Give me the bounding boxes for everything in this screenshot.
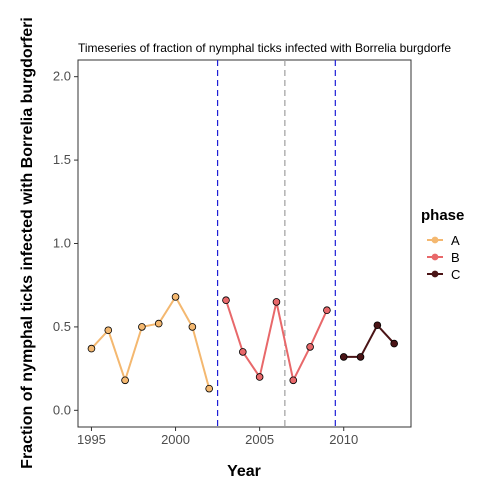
y-axis-ticks: 0.0 0.5 1.0 1.5 2.0 [53,69,78,417]
data-point-C [373,321,382,330]
data-point-A [138,323,146,331]
legend-label-C: C [451,267,460,282]
data-point-A [104,326,113,335]
data-point-B [323,306,331,315]
x-tick-label: 2005 [245,432,274,447]
legend-title: phase [421,207,464,224]
legend: phase ABC [421,207,464,282]
data-point-B [255,373,264,381]
x-axis-ticks: 1995 2000 2005 2010 [77,427,358,447]
y-tick-label: 1.5 [53,152,71,167]
data-point-A [87,344,96,353]
legend-label-B: B [451,250,460,265]
reference-lines [216,60,336,427]
data-point-B [222,296,230,305]
plot-panel [77,59,412,428]
chart-title: Timeseries of fraction of nymphal ticks … [78,41,451,55]
data-point-B [239,348,247,356]
y-tick-label: 1.0 [53,236,71,251]
legend-marker-B [431,253,439,261]
data-point-B [306,343,314,351]
y-tick-label: 2.0 [53,69,71,84]
data-point-A [205,384,213,393]
x-tick-label: 1995 [77,432,106,447]
y-tick-label: 0.5 [53,319,71,334]
series-line-A [90,295,211,389]
data-point-C [390,339,398,348]
data-point-B [289,376,298,385]
y-tick-label: 0.0 [53,402,71,417]
data-point-A [171,293,180,301]
data-point-C [339,353,348,361]
series-layer [87,293,398,393]
data-point-C [356,353,365,361]
legend-marker-C [431,270,439,278]
series-line-C [343,324,395,358]
x-tick-label: 2000 [161,432,190,447]
data-point-B [272,298,281,306]
x-axis-label: Year [227,463,261,480]
legend-label-A: A [451,233,460,248]
y-axis-label: Fraction of nymphal ticks infected with … [19,17,36,469]
x-tick-label: 2010 [329,432,358,447]
data-point-A [121,376,129,385]
legend-marker-A [431,236,439,244]
data-point-A [188,323,197,331]
data-point-A [154,319,163,328]
